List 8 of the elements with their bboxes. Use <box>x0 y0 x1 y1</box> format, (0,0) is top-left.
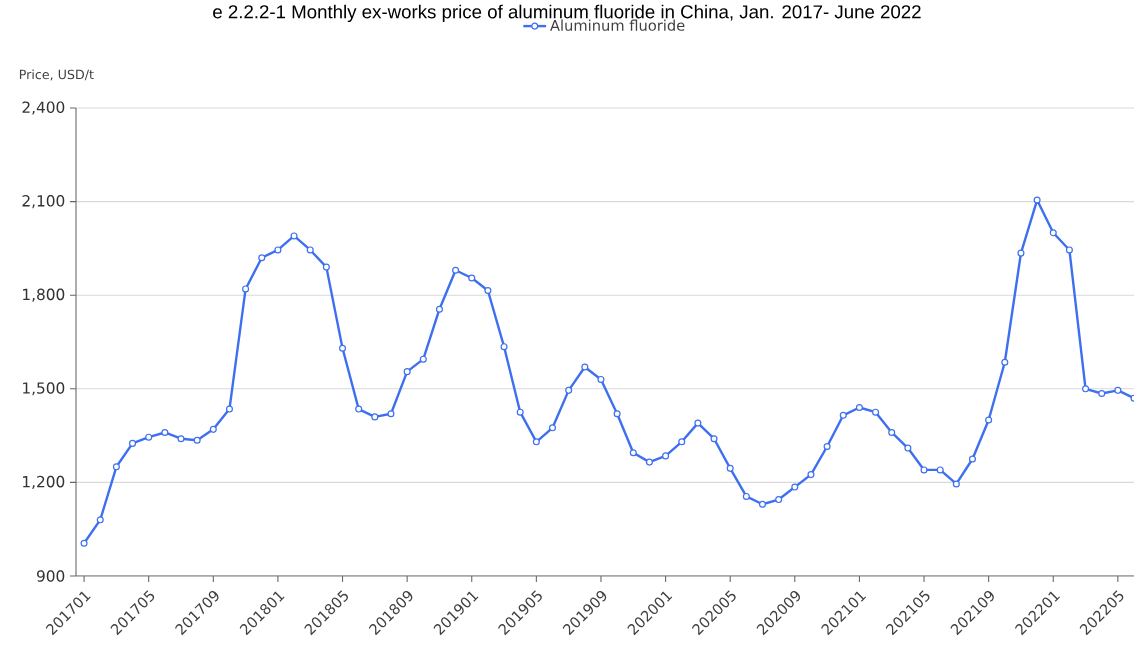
y-tick-label: 1,200 <box>23 475 65 489</box>
y-tick-label: 1,500 <box>23 382 65 396</box>
legend-label: Aluminum fluoride <box>550 19 685 31</box>
y-tick-label: 2,100 <box>22 195 65 209</box>
y-tick-label: 900 <box>36 570 65 582</box>
y-tick-label: 1,800 <box>23 288 65 302</box>
y-tick-label: 2,400 <box>22 101 65 115</box>
y-axis-title: Price, USD/t <box>19 69 94 81</box>
